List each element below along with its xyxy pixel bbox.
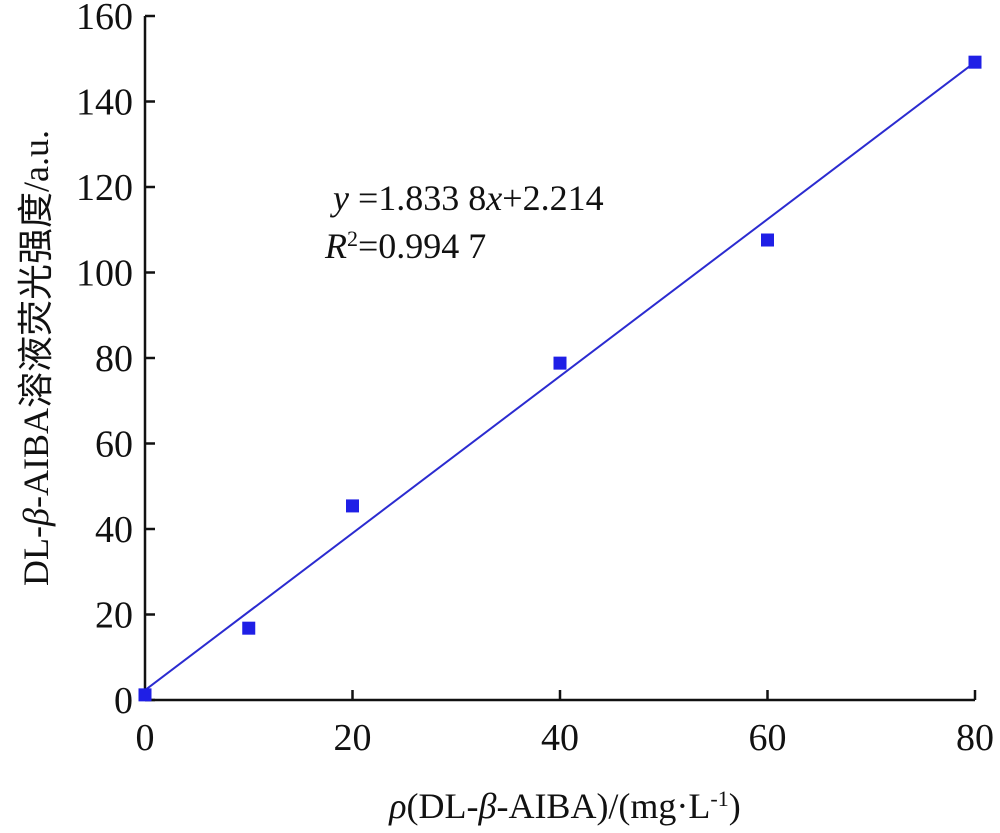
r-squared: R2=0.994 7 xyxy=(324,226,486,267)
x-tick-label: 80 xyxy=(956,717,994,759)
point xyxy=(346,499,359,513)
point xyxy=(761,233,774,247)
x-tick-label: 40 xyxy=(541,717,579,759)
point xyxy=(553,356,567,370)
y-tick-label: 120 xyxy=(76,167,133,209)
y-tick-label: 0 xyxy=(114,680,133,722)
y-axis-label: DL-β-AIBA溶液荧光强度/a.u. xyxy=(16,130,56,586)
y-tick-label: 80 xyxy=(95,338,133,380)
y-tick-label: 160 xyxy=(76,0,133,38)
x-tick-label: 0 xyxy=(136,717,155,759)
point xyxy=(138,688,152,702)
x-tick-label: 20 xyxy=(334,717,372,759)
x-tick-label: 60 xyxy=(749,717,787,759)
y-tick-label: 140 xyxy=(76,82,133,124)
y-tick-label: 100 xyxy=(76,253,133,295)
y-tick-label: 40 xyxy=(95,509,133,551)
y-tick-label: 60 xyxy=(95,424,133,466)
y-tick-label: 20 xyxy=(95,595,133,637)
fit-line xyxy=(144,61,976,691)
equation: y =1.833 8x+2.214 xyxy=(330,178,604,218)
x-axis-label: ρ(DL-β-AIBA)/(mg·L-1) xyxy=(388,786,740,827)
point xyxy=(968,55,982,69)
point xyxy=(242,621,256,635)
